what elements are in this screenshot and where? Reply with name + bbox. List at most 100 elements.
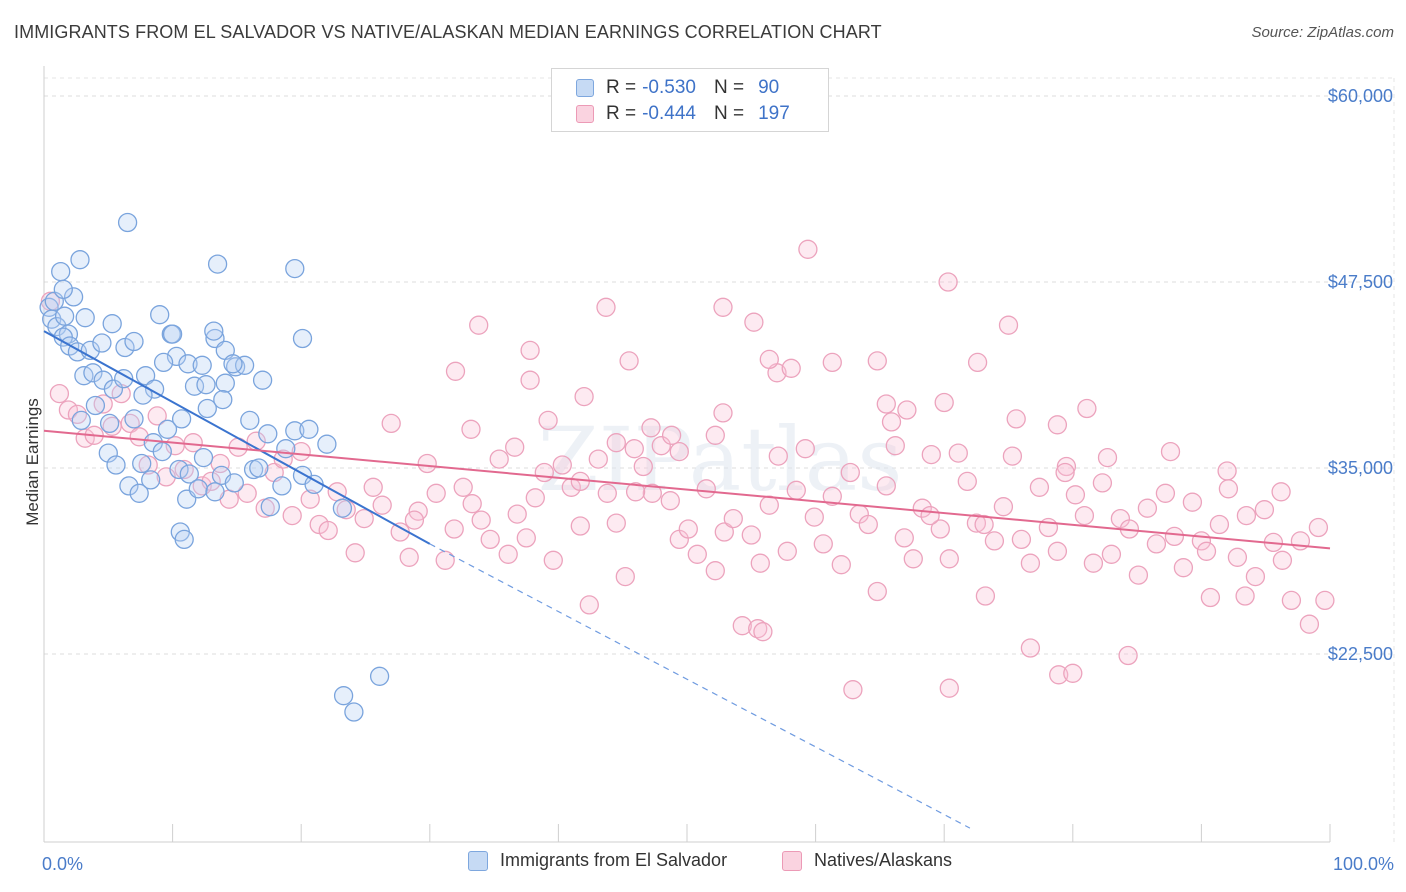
natives-point <box>993 497 1014 517</box>
natives-point <box>520 370 540 390</box>
legend-swatch-natives <box>576 105 594 123</box>
natives-point <box>129 427 149 447</box>
natives-point <box>651 436 671 456</box>
natives-point <box>1200 587 1221 608</box>
natives-point <box>966 513 987 533</box>
natives-point <box>1182 492 1203 512</box>
natives-point <box>840 462 860 483</box>
series-legend: Immigrants from El Salvador Natives/Alas… <box>0 850 1406 878</box>
immigrants-point <box>169 459 189 480</box>
natives-point <box>867 581 887 602</box>
immigrants-point <box>213 389 233 410</box>
natives-point <box>381 413 401 434</box>
natives-point <box>1055 462 1075 483</box>
natives-point <box>713 297 733 317</box>
natives-point <box>1196 541 1217 561</box>
natives-point <box>300 489 320 509</box>
immigrants-point <box>135 366 156 386</box>
legend-row-immigrants: R = -0.530 N = 90 <box>576 75 779 101</box>
immigrants-point <box>119 476 139 496</box>
natives-point <box>1227 547 1248 567</box>
natives-point <box>1097 447 1118 468</box>
immigrants-point <box>102 314 122 334</box>
natives-point <box>984 531 1005 551</box>
immigrants-point <box>171 409 192 429</box>
series-swatch-natives <box>782 850 802 871</box>
immigrants-point <box>292 328 313 349</box>
immigrants-point <box>260 497 280 517</box>
natives-point <box>318 520 338 541</box>
natives-point <box>633 456 653 477</box>
natives-trendline <box>43 429 1331 550</box>
natives-point <box>660 491 680 511</box>
natives-point <box>1047 541 1068 561</box>
natives-point <box>669 441 689 462</box>
natives-point <box>1011 529 1032 550</box>
natives-point <box>903 549 923 569</box>
natives-point <box>822 486 842 506</box>
immigrants-point <box>317 434 337 454</box>
immigrants-point <box>150 305 170 325</box>
immigrants-point <box>333 686 354 706</box>
natives-point <box>939 678 959 698</box>
natives-point <box>138 455 158 475</box>
natives-point <box>354 508 374 529</box>
natives-point <box>237 483 257 503</box>
natives-point <box>1245 566 1266 587</box>
legend-r-label: R = <box>606 77 637 98</box>
natives-point <box>1146 534 1167 554</box>
natives-point <box>588 449 608 469</box>
natives-point <box>843 680 863 700</box>
immigrants-point <box>103 379 124 399</box>
natives-point <box>858 514 878 535</box>
natives-point <box>1272 550 1293 570</box>
natives-point <box>372 495 392 515</box>
natives-point <box>417 453 437 474</box>
natives-point <box>462 494 482 514</box>
immigrants-point <box>179 464 199 484</box>
natives-point <box>759 495 779 515</box>
natives-point <box>768 446 788 466</box>
natives-point <box>461 419 481 439</box>
x-tick-label-end: 100.0% <box>1333 854 1394 874</box>
immigrants-point <box>106 455 126 475</box>
natives-point <box>574 386 594 407</box>
natives-point <box>759 349 779 370</box>
legend-n-label: N = <box>713 103 745 124</box>
natives-point <box>975 586 996 606</box>
natives-point <box>1271 482 1291 502</box>
immigrants-point <box>153 352 174 373</box>
natives-point <box>1299 614 1320 634</box>
natives-point <box>713 403 733 423</box>
immigrants-point <box>204 321 224 341</box>
natives-point <box>948 443 968 463</box>
trendlines <box>43 330 1331 829</box>
natives-point <box>1128 565 1149 585</box>
immigrants-point <box>51 261 71 282</box>
natives-point <box>1029 477 1050 497</box>
natives-point <box>282 505 302 526</box>
natives-point <box>58 400 79 420</box>
series-label-immigrants: Immigrants from El Salvador <box>500 850 728 870</box>
natives-point <box>505 437 525 457</box>
immigrants-point <box>152 441 172 462</box>
natives-point <box>813 534 833 554</box>
natives-point <box>606 433 626 453</box>
immigrants-point <box>276 439 296 459</box>
natives-point <box>798 239 818 259</box>
y-tick-label: $22,500 <box>1328 644 1393 664</box>
immigrants-point <box>299 419 319 439</box>
natives-point <box>404 510 425 530</box>
immigrants-point <box>249 458 269 478</box>
natives-point <box>714 522 734 542</box>
immigrants-point <box>47 316 67 337</box>
immigrants-point <box>223 354 243 374</box>
immigrants-point <box>332 498 353 518</box>
natives-point <box>435 550 455 570</box>
legend-r-label: R = <box>606 103 637 124</box>
natives-point <box>867 351 887 371</box>
natives-point <box>1063 663 1083 683</box>
immigrants-point <box>285 421 305 441</box>
legend-n-label: N = <box>713 77 745 98</box>
natives-point <box>1077 398 1097 419</box>
